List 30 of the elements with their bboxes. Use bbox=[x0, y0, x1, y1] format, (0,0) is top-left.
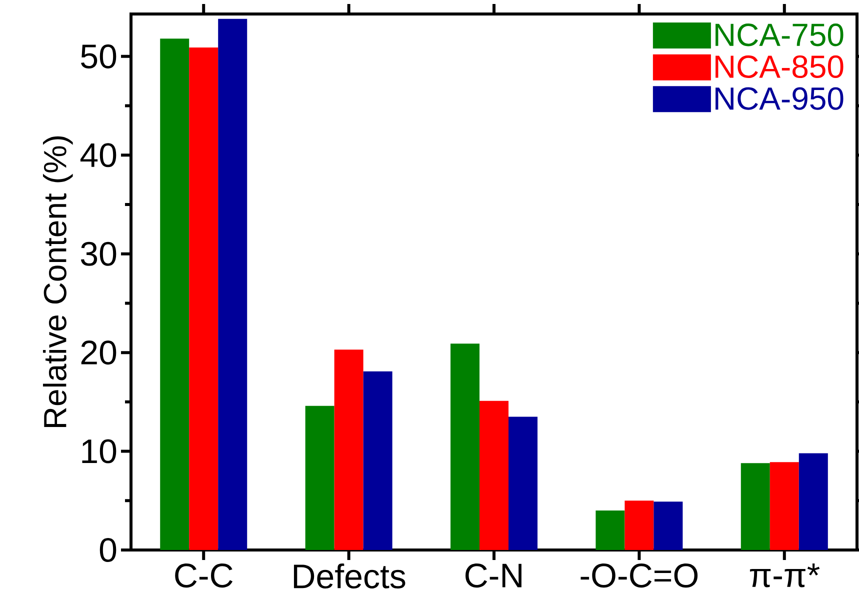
y-tick-label: 30 bbox=[80, 242, 116, 266]
y-tick-label: 20 bbox=[81, 340, 116, 365]
y-tick-label: 10 bbox=[82, 439, 116, 464]
bar bbox=[480, 400, 509, 550]
y-tick-label: 50 bbox=[81, 44, 116, 68]
bar bbox=[770, 462, 799, 550]
bar bbox=[740, 463, 770, 550]
bar bbox=[218, 18, 248, 550]
y-tick-label: 0 bbox=[100, 538, 116, 562]
bar bbox=[189, 48, 218, 550]
x-tick-label: -O-C=O bbox=[580, 564, 698, 588]
x-tick-label: C-N bbox=[466, 564, 522, 588]
bar bbox=[334, 350, 364, 550]
legend-label: NCA-850 bbox=[716, 55, 844, 78]
bar bbox=[596, 510, 625, 550]
legend-label: NCA-950 bbox=[716, 87, 844, 110]
bar bbox=[363, 371, 392, 550]
bar bbox=[798, 453, 828, 550]
x-tick-label: π-π* bbox=[750, 564, 820, 588]
legend-label: NCA-750 bbox=[716, 24, 844, 46]
bar bbox=[305, 406, 334, 550]
bar bbox=[508, 416, 538, 550]
bar bbox=[654, 502, 683, 550]
bar bbox=[624, 500, 654, 550]
y-tick-label: 40 bbox=[80, 143, 116, 168]
x-tick-label: C-C bbox=[175, 564, 233, 588]
y-axis-title: Relative Content (%) bbox=[42, 136, 73, 427]
bar bbox=[160, 38, 190, 550]
bar bbox=[450, 344, 480, 550]
x-tick-label: Defects bbox=[294, 564, 406, 588]
